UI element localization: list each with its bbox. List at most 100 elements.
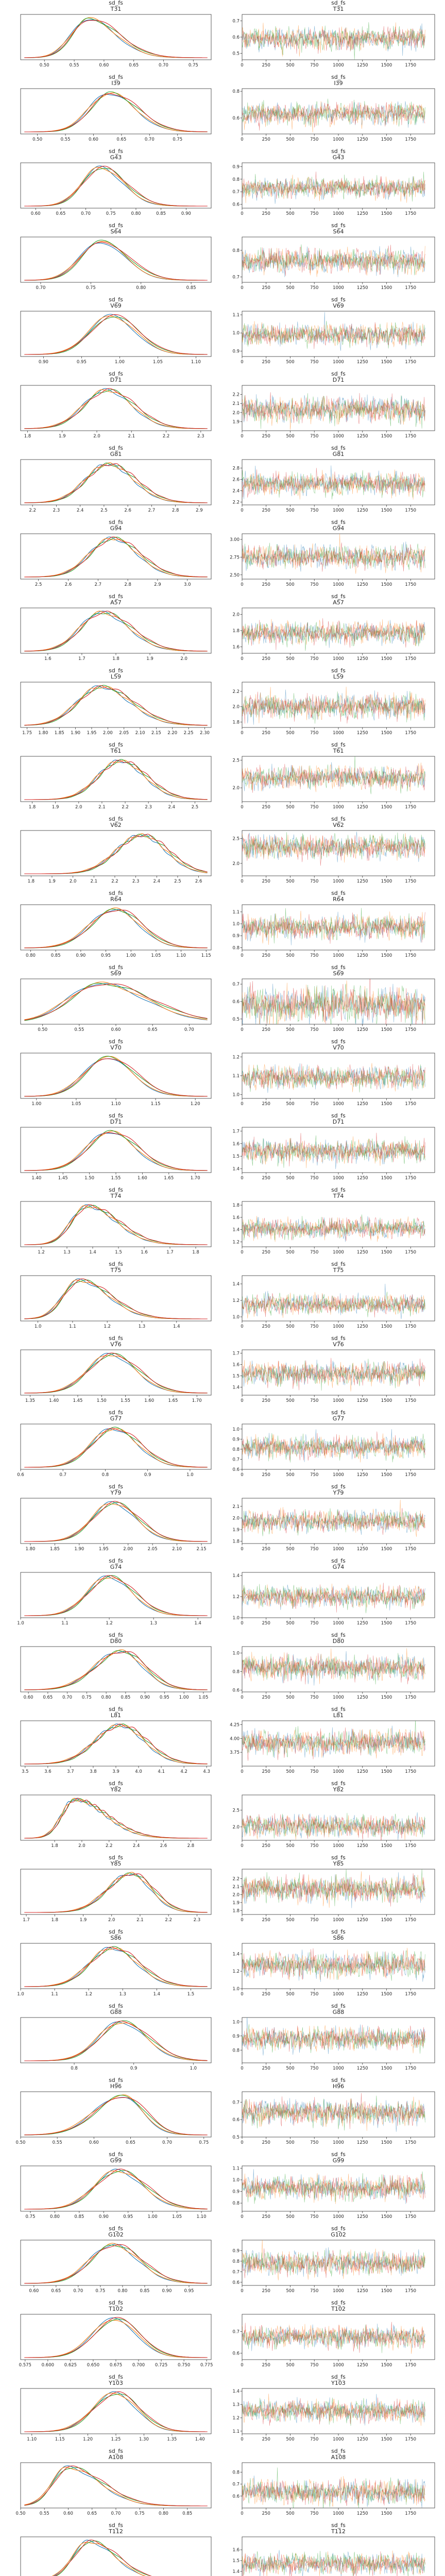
- kde-chain-3-line: [24, 685, 208, 726]
- trace-x-tick-label: 1000: [333, 434, 344, 439]
- trace-axes-frame: [242, 2536, 435, 2576]
- trace-x-tick-label: 1750: [405, 137, 416, 142]
- kde-chain-1-line: [24, 1947, 208, 1987]
- trace-x-tick-label: 0: [241, 508, 243, 513]
- trace-chain-4-line: [242, 101, 425, 131]
- kde-chain-3-line: [24, 537, 208, 578]
- trace-x-tick-label: 500: [286, 63, 294, 68]
- kde-x-tick-label: 0.8: [71, 2066, 78, 2071]
- kde-chain-3-line: [24, 1130, 208, 1171]
- kde-chain-2-line: [24, 686, 208, 726]
- kde-x-tick-label: 0.60: [99, 63, 109, 68]
- kde-chain-2-line: [24, 1872, 208, 1913]
- trace-title-line: sd_fs: [331, 1706, 346, 1713]
- kde-x-tick-label: 0.90: [181, 211, 191, 216]
- kde-chain-4-line: [24, 1428, 208, 1468]
- trace-y-tick-label: 1.0: [232, 2020, 239, 2025]
- trace-y-tick-label: 0.8: [232, 1447, 239, 1452]
- trace-y-tick-label: 1.0: [232, 331, 239, 336]
- trace-title-line: sd_fs: [331, 2299, 346, 2306]
- trace-x-tick-label: 0: [241, 1398, 243, 1403]
- trace-x-tick-label: 750: [310, 2437, 318, 2442]
- kde-chain-4-line: [24, 2465, 208, 2506]
- kde-chain-3-line: [24, 316, 208, 355]
- trace-x-tick-label: 250: [262, 211, 270, 216]
- trace-x-tick-label: 750: [310, 1398, 318, 1403]
- trace-x-tick-label: 1500: [381, 2140, 392, 2145]
- kde-chain-2-line: [24, 907, 208, 948]
- trace-title-line: sd_fs: [331, 1187, 346, 1193]
- kde-title-line: V62: [110, 822, 122, 828]
- trace-x-tick-label: 250: [262, 582, 270, 587]
- trace-x-tick-label: 1250: [357, 879, 368, 884]
- trace-x-tick-label: 1250: [357, 953, 368, 958]
- trace-x-tick-label: 0: [241, 1547, 243, 1552]
- kde-x-tick-label: 1.85: [50, 1547, 60, 1552]
- trace-x-tick-label: 750: [310, 953, 318, 958]
- trace-x-tick-label: 1500: [381, 805, 392, 810]
- kde-chain-1-line: [24, 1353, 208, 1394]
- trace-x-tick-label: 0: [241, 2214, 243, 2219]
- trace-y-tick-label: 2.0: [232, 411, 239, 416]
- trace-y-tick-label: 1.0: [232, 922, 239, 927]
- trace-x-tick-label: 250: [262, 360, 270, 365]
- kde-x-tick-label: 0.60: [89, 137, 98, 142]
- kde-x-tick-label: 0.6: [17, 1472, 24, 1478]
- kde-x-tick-label: 0.95: [184, 2289, 194, 2294]
- trace-chain-2-line: [242, 2173, 425, 2204]
- trace-x-tick-label: 1000: [333, 1992, 344, 1997]
- kde-chain-3-line: [24, 168, 208, 207]
- trace-x-tick-label: 1000: [333, 1918, 344, 1923]
- trace-x-tick-label: 0: [241, 1918, 243, 1923]
- kde-title-line: sd_fs: [109, 2374, 123, 2380]
- kde-chain-3-line: [24, 1872, 208, 1913]
- trace-y-tick-label: 1.6: [232, 1142, 239, 1147]
- kde-chain-3-line: [24, 2020, 208, 2061]
- trace-y-tick-label: 0.8: [232, 2470, 239, 2476]
- kde-x-tick-label: 3.7: [67, 1769, 74, 1774]
- trace-y-tick-label: 1.0: [232, 2178, 239, 2183]
- trace-x-tick-label: 1000: [333, 508, 344, 513]
- trace-title-line: sd_fs: [331, 890, 346, 896]
- trace-chain-2-line: [242, 1063, 425, 1092]
- trace-x-tick-label: 750: [310, 731, 318, 736]
- trace-chain-4-line: [242, 618, 425, 650]
- trace-title-line: G81: [333, 451, 345, 457]
- trace-title-line: H96: [333, 2083, 344, 2090]
- kde-x-tick-label: 1.20: [83, 2437, 93, 2442]
- kde-x-tick-label: 2.8: [187, 1843, 195, 1849]
- kde-chain-1-line: [24, 2022, 208, 2061]
- trace-y-tick-label: 1.0: [232, 1093, 239, 1098]
- kde-x-tick-label: 1.10: [176, 953, 186, 958]
- trace-y-tick-label: 0.7: [232, 982, 239, 987]
- trace-y-tick-label: 1.8: [232, 1908, 239, 1913]
- trace-x-tick-label: 0: [241, 1769, 243, 1774]
- trace-chain-2-line: [242, 246, 425, 277]
- kde-x-tick-label: 1.90: [71, 731, 80, 736]
- kde-x-tick-label: 2.3: [194, 1918, 201, 1923]
- kde-x-tick-label: 0.70: [184, 1027, 194, 1032]
- kde-x-tick-label: 0.80: [136, 285, 146, 291]
- kde-axes-frame: [20, 2017, 212, 2063]
- trace-title-line: sd_fs: [331, 2077, 346, 2083]
- kde-chain-3-line: [24, 1427, 208, 1468]
- kde-x-tick-label: 1.05: [172, 2214, 182, 2219]
- trace-y-tick-label: 0.6: [232, 35, 239, 40]
- kde-x-tick-label: 1.5: [115, 1250, 122, 1255]
- kde-axes-frame: [20, 1869, 212, 1915]
- kde-x-tick-label: 2.0: [70, 879, 77, 884]
- trace-title-line: L81: [333, 1712, 344, 1719]
- trace-x-tick-label: 1750: [405, 953, 416, 958]
- trace-x-tick-label: 1750: [405, 656, 416, 662]
- kde-x-tick-label: 1.45: [58, 1176, 68, 1181]
- kde-x-tick-label: 1.8: [24, 434, 31, 439]
- trace-x-tick-label: 250: [262, 508, 270, 513]
- kde-title-line: G88: [110, 2009, 122, 2015]
- trace-x-tick-label: 0: [241, 1324, 243, 1329]
- kde-chain-2-line: [24, 92, 208, 132]
- kde-chain-3-line: [24, 2170, 208, 2210]
- trace-title-line: Y103: [331, 2380, 346, 2386]
- trace-x-tick-label: 1000: [333, 1101, 344, 1107]
- trace-x-tick-label: 750: [310, 508, 318, 513]
- trace-x-tick-label: 250: [262, 1398, 270, 1403]
